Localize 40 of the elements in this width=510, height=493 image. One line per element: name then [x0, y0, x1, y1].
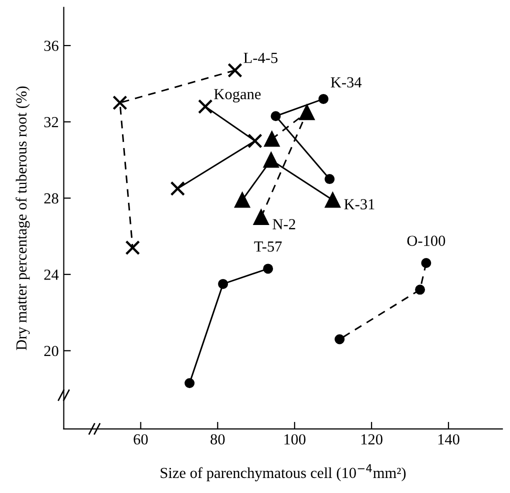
y-tick-label: 28	[44, 193, 58, 204]
point	[184, 378, 195, 388]
point	[263, 264, 274, 274]
point	[334, 334, 345, 344]
series-label: T-57	[254, 242, 282, 252]
point	[234, 192, 250, 208]
point	[264, 131, 280, 147]
point	[248, 134, 262, 148]
y-tick-label: 36	[44, 40, 58, 51]
x-tick-label: 100	[284, 434, 306, 445]
point	[112, 95, 128, 110]
point	[421, 258, 432, 268]
x-tick-label: 80	[210, 434, 225, 445]
series-label: K-34	[330, 77, 362, 88]
point	[198, 99, 213, 114]
point	[263, 152, 279, 168]
x-tick-label: 140	[438, 434, 460, 445]
point	[318, 94, 328, 104]
point	[228, 62, 242, 78]
point	[270, 111, 281, 122]
point	[299, 104, 315, 120]
y-tick-label: 20	[44, 346, 58, 356]
x-tick-label: 120	[361, 434, 382, 445]
point	[324, 174, 335, 184]
point	[125, 240, 140, 256]
series-label: L-4-5	[244, 52, 278, 64]
y-tick-label: 32	[44, 117, 58, 128]
point	[170, 181, 185, 196]
series-label: O-100	[407, 236, 446, 246]
series-label: K-31	[344, 199, 374, 210]
point	[324, 192, 340, 208]
series-label: Kogane	[214, 89, 261, 102]
y-tick-label: 24	[44, 270, 59, 280]
x-axis-title: Size of parenchymatous cell (10$^{−4}$mm²)	[160, 464, 406, 482]
point	[415, 284, 426, 295]
point	[253, 209, 269, 225]
series-label: N-2	[272, 219, 296, 230]
y-axis-title: Dry matter percentage of tuberous root (%)	[16, 86, 30, 350]
point	[218, 278, 228, 289]
x-tick-label: 60	[134, 434, 148, 445]
